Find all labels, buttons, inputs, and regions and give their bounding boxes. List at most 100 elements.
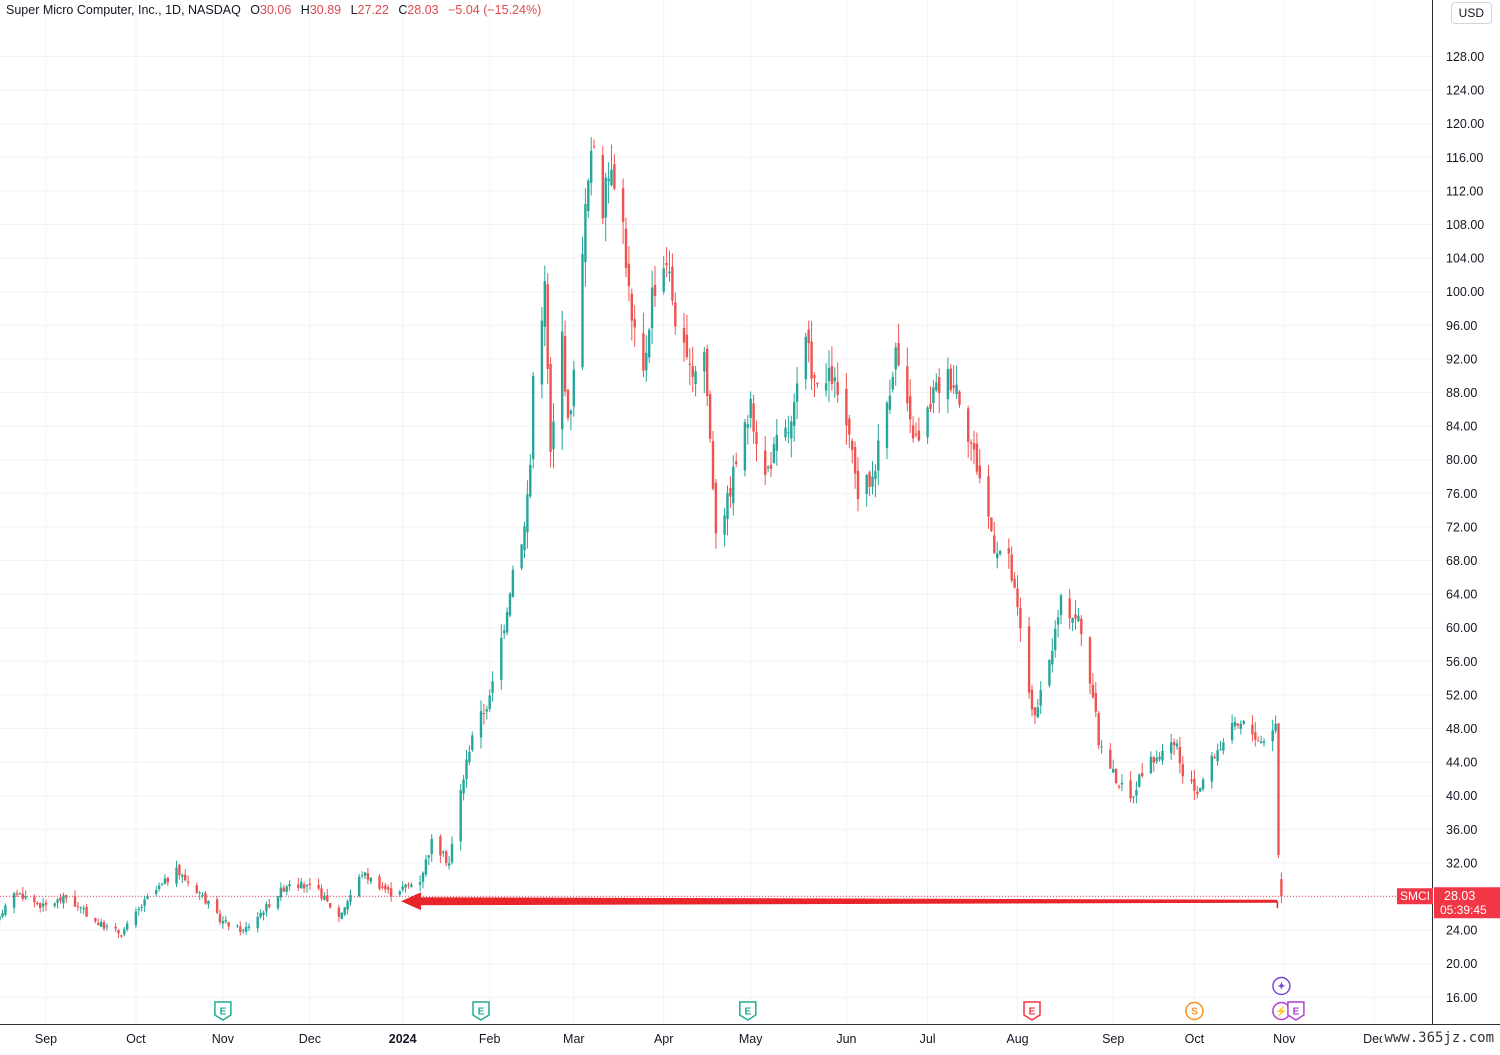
candle-body — [1230, 722, 1234, 741]
candle — [746, 415, 749, 445]
candle-body — [195, 885, 198, 893]
candle-body — [488, 695, 491, 710]
candle — [442, 850, 445, 857]
candle — [1094, 682, 1097, 718]
candle — [1172, 738, 1176, 755]
candle-body — [833, 377, 836, 382]
y-tick-label: 128.00 — [1446, 50, 1484, 64]
candle-body — [262, 912, 265, 915]
candle-body — [708, 394, 712, 439]
candle — [65, 894, 68, 903]
candle — [549, 357, 552, 468]
candle-body — [694, 371, 697, 385]
candle — [911, 416, 915, 443]
event-marker-text: ⚡ — [1275, 1005, 1287, 1018]
candle-body — [163, 878, 167, 884]
currency-button[interactable]: USD — [1450, 2, 1492, 24]
candle-body — [85, 906, 88, 917]
candle — [935, 373, 938, 393]
candle-body — [381, 886, 384, 888]
candle-body — [816, 382, 819, 385]
candle-body — [442, 851, 445, 853]
candle-body — [337, 907, 341, 917]
candle-body — [18, 893, 22, 895]
earnings-icon — [1023, 1001, 1041, 1021]
candle — [708, 390, 712, 443]
y-tick-label: 24.00 — [1446, 924, 1477, 938]
candle-body — [15, 893, 19, 895]
candle-body — [714, 482, 718, 534]
candle — [337, 904, 341, 923]
candle-body — [418, 882, 422, 885]
candle — [18, 892, 22, 895]
candle — [317, 878, 320, 891]
candle-body — [952, 385, 955, 388]
event-marker-split: S — [1185, 1001, 1204, 1021]
candle — [682, 312, 686, 362]
candle-body — [784, 427, 787, 438]
candle — [358, 873, 361, 898]
candle-body — [73, 896, 77, 907]
candle-body — [813, 375, 816, 378]
candle — [36, 901, 39, 906]
candle-body — [668, 271, 671, 274]
candle — [851, 438, 854, 464]
candle-body — [387, 887, 390, 890]
candle-body — [955, 384, 958, 395]
event-marker-news: ✦ — [1272, 976, 1291, 996]
candle — [561, 310, 564, 451]
candle — [790, 415, 793, 458]
symbol-badge: SMCI — [1397, 888, 1433, 905]
y-tick-label: 116.00 — [1446, 151, 1483, 165]
candle — [479, 700, 483, 749]
candle-body — [1141, 772, 1144, 777]
candle-body — [909, 396, 912, 420]
candle-body — [1193, 778, 1196, 791]
candle — [114, 922, 117, 932]
candle-body — [1114, 768, 1118, 783]
candle — [1190, 770, 1193, 785]
candle — [503, 624, 506, 639]
candle-body — [1172, 741, 1176, 746]
candle-body — [1100, 746, 1103, 748]
candle-body — [795, 383, 799, 402]
candle — [1199, 787, 1202, 792]
candle — [1120, 773, 1124, 792]
candle — [775, 418, 778, 466]
earnings-icon — [1287, 1001, 1305, 1021]
candle — [1280, 872, 1283, 904]
candle-body — [184, 874, 187, 881]
event-marker-text: S — [1191, 1007, 1198, 1018]
candle — [1051, 638, 1054, 673]
candle-body — [207, 900, 210, 905]
candle-body — [204, 893, 207, 904]
candle-body — [1170, 742, 1173, 754]
candle-body — [201, 894, 204, 896]
candle-body — [787, 432, 790, 434]
candle-body — [181, 875, 184, 877]
candle-body — [935, 382, 938, 391]
x-tick-label: Mar — [563, 1032, 585, 1046]
candle-body — [1219, 749, 1222, 751]
candle — [285, 885, 288, 896]
open-label: O — [250, 3, 261, 17]
candle — [627, 246, 631, 302]
candle-body — [1027, 626, 1031, 693]
event-marker-text: E — [220, 1007, 227, 1018]
candle-body — [1097, 713, 1100, 746]
y-tick-label: 52.00 — [1446, 688, 1477, 702]
candle — [1201, 777, 1205, 792]
candle — [1039, 681, 1042, 715]
candle — [302, 881, 306, 893]
event-marker-earnings: E — [1023, 1001, 1041, 1021]
candle-body — [607, 178, 610, 182]
candle — [830, 346, 834, 391]
candle — [500, 624, 503, 690]
candle-body — [865, 474, 868, 495]
candle-body — [282, 887, 285, 892]
candle — [407, 882, 410, 889]
candle-body — [972, 443, 976, 450]
